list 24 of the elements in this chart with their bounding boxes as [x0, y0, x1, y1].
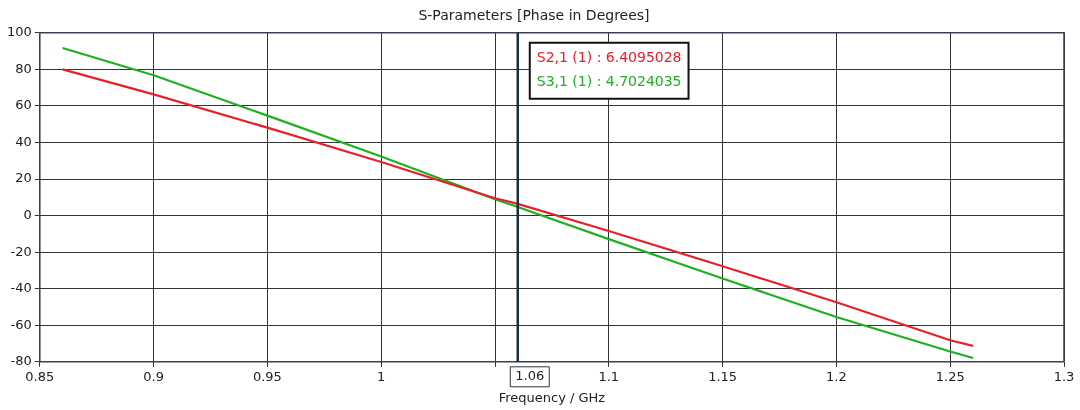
chart-title: S-Parameters [Phase in Degrees] — [418, 7, 650, 24]
ref-line-label: 1.06 — [515, 368, 545, 384]
x-tick-label: 0.95 — [252, 368, 282, 384]
annotation: S2,1 (1) : 6.4095028 — [536, 49, 682, 66]
y-tick-label: 20 — [15, 170, 32, 186]
x-tick-label: 1.1 — [598, 368, 620, 384]
y-tick-label: -60 — [10, 316, 32, 332]
annotation: S3,1 (1) : 4.7024035 — [536, 73, 682, 90]
y-tick-label: 100 — [6, 24, 32, 40]
y-tick-label: 80 — [15, 60, 32, 76]
x-tick-label: 1 — [377, 368, 386, 384]
x-tick-label: 1.25 — [935, 368, 965, 384]
y-tick-label: -40 — [10, 280, 32, 296]
x-tick-label: 0.9 — [143, 368, 164, 384]
x-axis-title: Frequency / GHz — [498, 389, 606, 405]
y-tick-label: -20 — [10, 243, 32, 259]
x-tick-label: 0.85 — [25, 368, 55, 384]
y-tick-label: 60 — [15, 97, 32, 113]
x-tick-label: 1.3 — [1053, 368, 1075, 384]
y-tick-label: 40 — [15, 133, 32, 149]
x-tick-label: 1.2 — [826, 368, 847, 384]
x-tick-label: 1.15 — [708, 368, 738, 384]
y-tick-label: -80 — [10, 353, 32, 369]
y-tick-label: 0 — [23, 206, 32, 222]
